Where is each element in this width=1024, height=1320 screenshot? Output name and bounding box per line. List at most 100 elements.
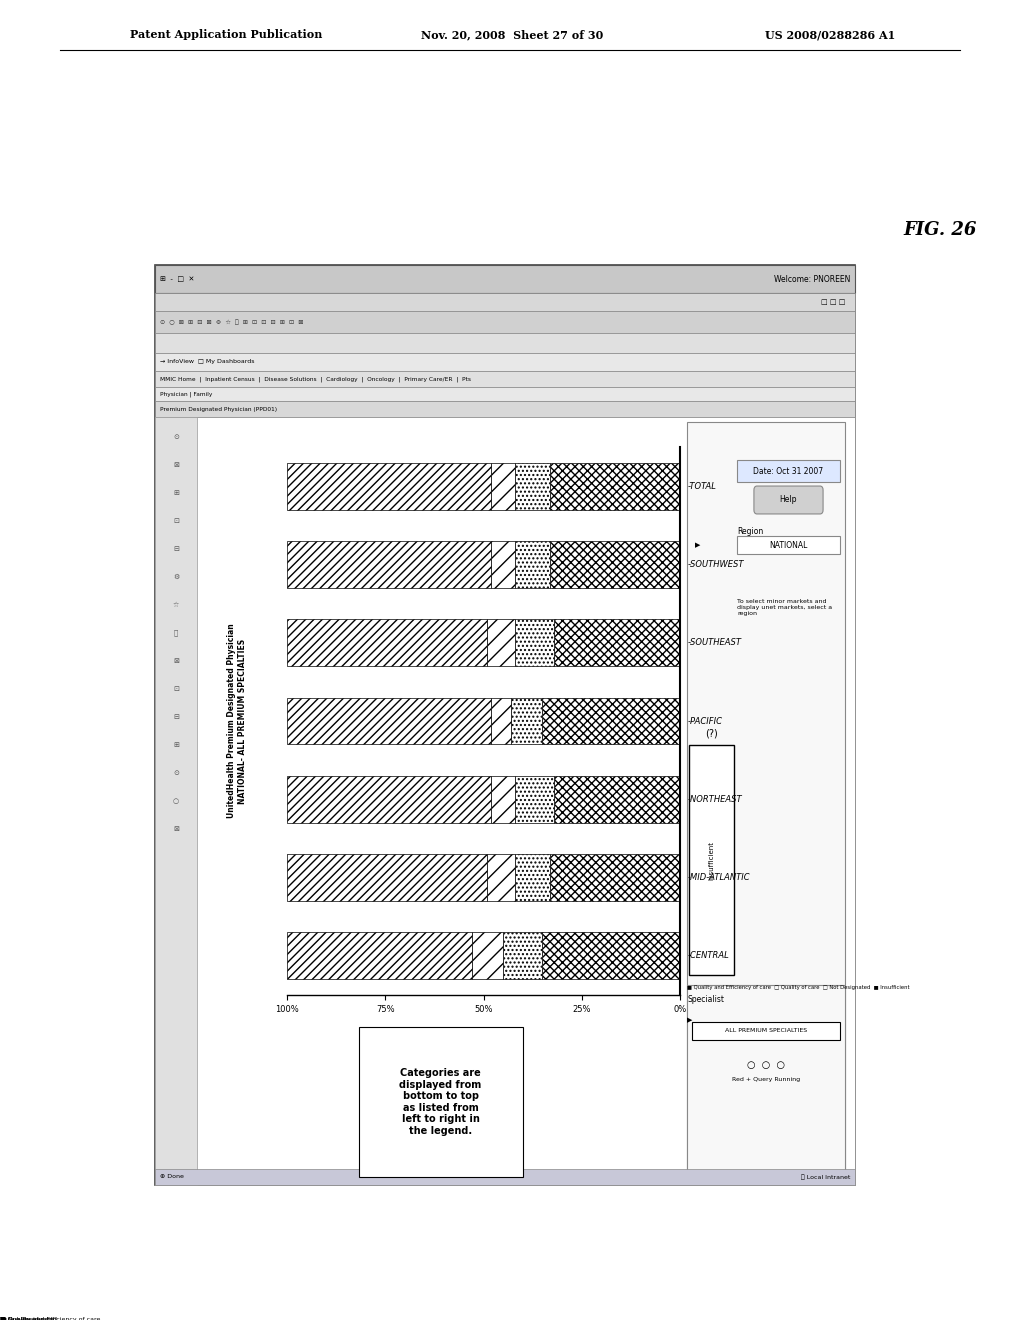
Bar [287,854,487,902]
Bar [487,854,515,902]
Text: -SOUTHWEST: -SOUTHWEST [688,560,744,569]
Text: -MID-ATLANTIC: -MID-ATLANTIC [688,873,751,882]
Text: Insufficient: Insufficient [709,841,715,879]
Text: -PACIFIC: -PACIFIC [688,717,723,726]
Text: UnitedHealth Premium Designated Physician
NATIONAL- ALL PREMIUM SPECIALTIES: UnitedHealth Premium Designated Physicia… [227,623,247,818]
Bar [155,401,855,417]
Bar [515,619,554,667]
Bar [687,985,845,1180]
Text: ⊡: ⊡ [173,517,179,524]
Bar [692,1022,840,1040]
Text: ■ Insufficient: ■ Insufficient [1,1317,43,1320]
Text: □ Quality of care: □ Quality of care [0,1317,54,1320]
Text: -TOTAL: -TOTAL [688,482,717,491]
Bar [472,932,503,979]
Bar [515,776,554,822]
Bar [492,462,515,510]
Bar [155,387,855,401]
Bar [287,619,487,667]
Bar [543,697,680,744]
Bar [492,541,515,587]
Text: Add to My Dashboards ⊗: Add to My Dashboards ⊗ [767,422,845,428]
Bar [155,417,197,1185]
Text: Categories are
displayed from
bottom to top
as listed from
left to right in
the : Categories are displayed from bottom to … [399,1068,481,1137]
Bar [737,536,840,554]
FancyBboxPatch shape [358,1027,522,1177]
Text: ■ Quality and Efficiency of care: ■ Quality and Efficiency of care [0,1317,100,1320]
Text: -SOUTHEAST: -SOUTHEAST [688,638,741,647]
Bar [287,697,492,744]
Bar [689,744,734,975]
Bar [503,932,543,979]
Text: ⊞: ⊞ [173,742,179,748]
Bar [550,854,680,902]
Text: ⊠: ⊠ [173,657,179,664]
Text: ALL PREMIUM SPECIALTIES: ALL PREMIUM SPECIALTIES [725,1028,807,1034]
Text: To select minor markets and
display unet markets, select a
region: To select minor markets and display unet… [737,599,833,615]
Text: ○  ○  ○: ○ ○ ○ [746,1060,785,1071]
Bar [155,371,855,387]
Text: ○: ○ [173,799,179,804]
Bar [550,541,680,587]
Bar [155,293,855,312]
Bar [550,462,680,510]
Text: US 2008/0288286 A1: US 2008/0288286 A1 [765,29,895,41]
Text: (?): (?) [705,729,718,738]
Text: ⊟: ⊟ [173,714,179,719]
Bar [155,1170,855,1185]
Text: -NORTHEAST: -NORTHEAST [688,795,742,804]
FancyBboxPatch shape [754,486,823,513]
Bar [492,776,515,822]
Text: → InfoView  □ My Dashboards: → InfoView □ My Dashboards [160,359,255,364]
Bar [155,333,855,352]
Text: Help: Help [779,495,798,504]
Text: ⊙  ○  ⊠  ⊞  ⊟  ⊠  ⚙  ☆  ⚿  ⊞  ⊡  ⊡  ⊟  ⊞  ⊡  ⊠: ⊙ ○ ⊠ ⊞ ⊟ ⊠ ⚙ ☆ ⚿ ⊞ ⊡ ⊡ ⊟ ⊞ ⊡ ⊠ [160,319,303,325]
Text: ⊟: ⊟ [173,546,179,552]
Bar [487,619,515,667]
Text: Specialist: Specialist [687,995,724,1005]
Text: ⊞: ⊞ [173,490,179,496]
Bar [287,776,492,822]
Text: FIG. 26: FIG. 26 [903,220,977,239]
Text: ⊞  -  □  ✕: ⊞ - □ ✕ [160,276,195,282]
Text: □ Not Designated: □ Not Designated [0,1317,57,1320]
Bar [511,697,543,744]
Text: Physician | Family: Physician | Family [160,391,212,397]
Text: □ □ □: □ □ □ [820,300,845,305]
Bar [737,459,840,482]
Bar [492,697,511,744]
Bar [287,541,492,587]
Text: Region: Region [737,528,763,536]
Bar [155,265,855,293]
Text: Red + Query Running: Red + Query Running [732,1077,800,1082]
Text: ☆: ☆ [173,602,179,609]
Bar [287,932,472,979]
Text: ⚿: ⚿ [174,630,178,636]
Bar [515,854,550,902]
Bar [155,265,855,1185]
Text: ▶: ▶ [695,543,700,548]
Text: 🌐 Local Intranet: 🌐 Local Intranet [801,1175,850,1180]
Bar [155,352,855,371]
Bar [543,932,680,979]
Text: ⊠: ⊠ [173,462,179,469]
Text: ⊙: ⊙ [173,770,179,776]
Text: ⚙: ⚙ [173,574,179,579]
Bar [155,417,855,1185]
Text: Welcome: PNOREEN: Welcome: PNOREEN [773,275,850,284]
Text: ▶: ▶ [687,1016,692,1023]
Bar [554,776,680,822]
Text: -CENTRAL: -CENTRAL [688,952,730,961]
Bar [515,541,550,587]
Bar [554,619,680,667]
Bar [155,312,855,333]
Text: Patent Application Publication: Patent Application Publication [130,29,323,41]
Bar [515,462,550,510]
Text: Premium Designated Physician (PPD01): Premium Designated Physician (PPD01) [160,407,278,412]
Text: ⊙: ⊙ [173,434,179,440]
Text: Date: Oct 31 2007: Date: Oct 31 2007 [754,466,823,475]
Text: ⊡: ⊡ [173,686,179,692]
Text: Nov. 20, 2008  Sheet 27 of 30: Nov. 20, 2008 Sheet 27 of 30 [421,29,603,41]
Text: ⊕ Done: ⊕ Done [160,1175,184,1180]
Text: ⊠: ⊠ [173,826,179,832]
